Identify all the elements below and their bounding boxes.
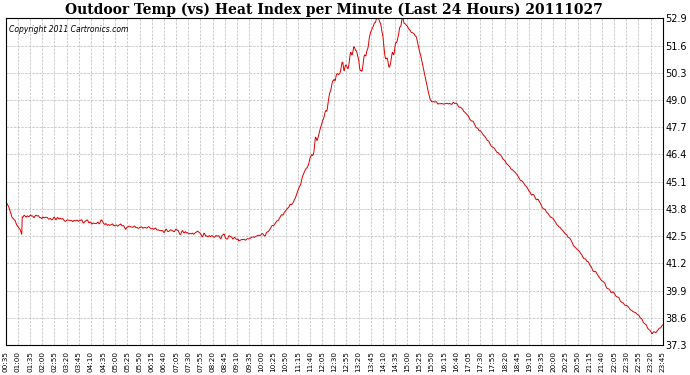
Text: Copyright 2011 Cartronics.com: Copyright 2011 Cartronics.com	[9, 25, 128, 34]
Title: Outdoor Temp (vs) Heat Index per Minute (Last 24 Hours) 20111027: Outdoor Temp (vs) Heat Index per Minute …	[66, 3, 603, 17]
